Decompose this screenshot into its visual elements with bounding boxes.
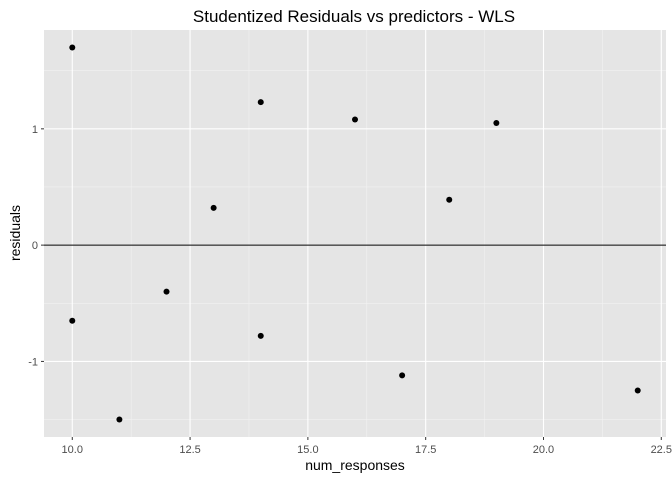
chart-title: Studentized Residuals vs predictors - WL… (193, 7, 515, 26)
x-axis-title: num_responses (305, 457, 405, 473)
data-point (493, 120, 500, 127)
x-tick-label: 20.0 (533, 444, 554, 456)
x-axis-ticks: 10.0 12.5 15.0 17.5 20.0 22.5 (62, 437, 672, 456)
y-tick-label: 0 (32, 240, 38, 252)
data-point (69, 317, 76, 324)
y-axis-title: residuals (7, 205, 23, 261)
data-point (163, 288, 170, 295)
data-point (69, 44, 76, 51)
x-tick-label: 10.0 (62, 444, 83, 456)
data-point (634, 387, 641, 394)
y-axis-ticks: -1 0 1 (28, 124, 44, 368)
y-tick-label: -1 (28, 356, 38, 368)
x-tick-label: 17.5 (415, 444, 436, 456)
data-point (257, 99, 264, 106)
data-point (116, 416, 123, 423)
x-tick-label: 12.5 (179, 444, 200, 456)
plot-panel (44, 30, 666, 437)
y-tick-label: 1 (32, 124, 38, 136)
data-point (257, 332, 264, 339)
data-points (69, 44, 641, 423)
x-tick-label: 15.0 (297, 444, 318, 456)
data-point (352, 116, 358, 123)
data-point (210, 204, 217, 211)
x-tick-label: 22.5 (651, 444, 672, 456)
data-point (399, 372, 406, 379)
data-point (446, 196, 453, 203)
minor-gridlines (44, 30, 666, 437)
